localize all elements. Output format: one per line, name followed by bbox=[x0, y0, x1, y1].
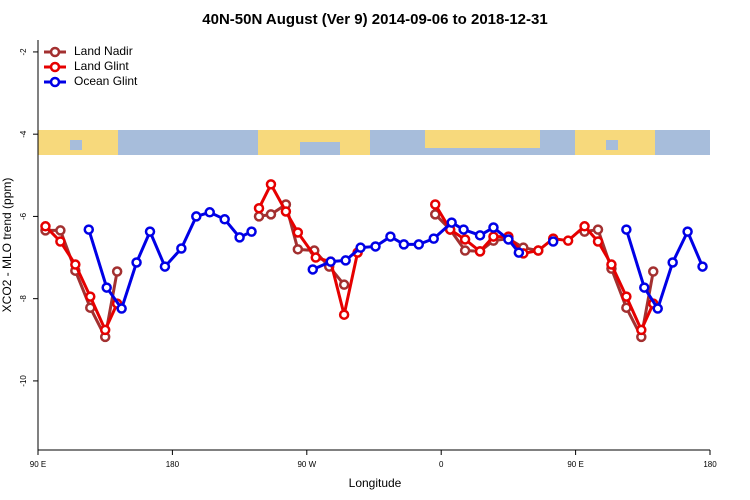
data-point bbox=[246, 226, 257, 237]
data-point bbox=[280, 206, 292, 217]
data-point bbox=[459, 245, 471, 256]
data-point bbox=[265, 179, 277, 190]
data-point bbox=[55, 236, 66, 247]
data-point bbox=[697, 261, 708, 272]
data-point bbox=[253, 211, 265, 222]
data-point bbox=[204, 207, 215, 218]
y-tick-label: -2 bbox=[19, 48, 28, 56]
data-point bbox=[55, 225, 66, 236]
y-tick-label: -4 bbox=[19, 130, 28, 138]
data-point bbox=[474, 246, 486, 257]
legend-label: Land Glint bbox=[74, 59, 129, 73]
data-point bbox=[292, 244, 304, 255]
data-point bbox=[429, 199, 441, 210]
data-point bbox=[131, 257, 142, 268]
x-tick-label: 90 W bbox=[297, 460, 316, 469]
data-point bbox=[606, 259, 617, 270]
data-point bbox=[116, 303, 127, 314]
y-tick-label: -10 bbox=[19, 375, 28, 387]
data-point bbox=[667, 257, 678, 268]
data-point bbox=[265, 209, 277, 220]
y-tick-label: -6 bbox=[19, 212, 28, 220]
legend-label: Ocean Glint bbox=[74, 74, 138, 88]
data-point bbox=[648, 266, 659, 277]
data-point bbox=[513, 247, 525, 258]
data-point bbox=[338, 279, 350, 290]
x-tick-label: 0 bbox=[439, 460, 444, 469]
data-point bbox=[292, 227, 304, 238]
x-tick-label: 90 E bbox=[30, 460, 46, 469]
data-point bbox=[99, 324, 111, 336]
legend-marker bbox=[49, 61, 61, 73]
x-axis-label: Longitude bbox=[349, 476, 402, 490]
legend-marker bbox=[49, 46, 61, 58]
y-axis-label: XCO2 - MLO trend (ppm) bbox=[0, 178, 14, 313]
data-point bbox=[429, 209, 441, 220]
data-point bbox=[398, 239, 410, 250]
data-point bbox=[385, 231, 396, 242]
data-point bbox=[83, 224, 95, 235]
data-point bbox=[488, 231, 499, 242]
legend-marker bbox=[49, 76, 61, 88]
data-point bbox=[488, 222, 499, 233]
data-point bbox=[428, 233, 439, 244]
world-map-strip bbox=[38, 130, 710, 155]
data-point bbox=[621, 224, 632, 235]
data-point bbox=[458, 224, 469, 235]
data-point bbox=[340, 255, 351, 266]
data-point bbox=[325, 256, 336, 267]
series-line bbox=[45, 202, 655, 339]
data-point bbox=[562, 235, 574, 246]
data-point bbox=[639, 282, 650, 293]
data-point bbox=[144, 226, 156, 237]
legend-label: Land Nadir bbox=[74, 44, 133, 58]
data-point bbox=[219, 214, 230, 225]
data-point bbox=[413, 239, 425, 250]
data-point bbox=[503, 234, 514, 245]
data-point bbox=[338, 309, 350, 320]
chart-title: 40N-50N August (Ver 9) 2014-09-06 to 201… bbox=[202, 11, 547, 28]
data-point bbox=[592, 224, 604, 235]
x-tick-label: 90 E bbox=[567, 460, 583, 469]
data-point bbox=[111, 266, 123, 277]
data-point bbox=[176, 243, 187, 254]
data-point bbox=[474, 230, 486, 241]
data-point bbox=[592, 236, 604, 247]
data-point bbox=[101, 282, 112, 293]
data-point bbox=[310, 252, 322, 263]
data-point bbox=[191, 211, 202, 222]
y-tick-label: -8 bbox=[19, 295, 28, 303]
data-point bbox=[253, 202, 265, 214]
x-tick-label: 180 bbox=[166, 460, 180, 469]
x-tick-label: 180 bbox=[703, 460, 717, 469]
data-point bbox=[307, 264, 319, 275]
data-point bbox=[579, 221, 590, 232]
data-point bbox=[355, 242, 366, 253]
data-point bbox=[85, 291, 96, 302]
data-point bbox=[159, 261, 171, 272]
data-point bbox=[652, 303, 663, 314]
data-point bbox=[621, 291, 632, 302]
data-point bbox=[70, 259, 81, 270]
data-point bbox=[446, 217, 457, 228]
data-point bbox=[636, 324, 647, 336]
data-point bbox=[234, 232, 245, 243]
data-point bbox=[370, 241, 381, 252]
data-point bbox=[459, 234, 471, 245]
data-point bbox=[682, 226, 693, 237]
data-point bbox=[547, 236, 559, 247]
data-point bbox=[40, 221, 51, 232]
data-point bbox=[533, 245, 544, 256]
